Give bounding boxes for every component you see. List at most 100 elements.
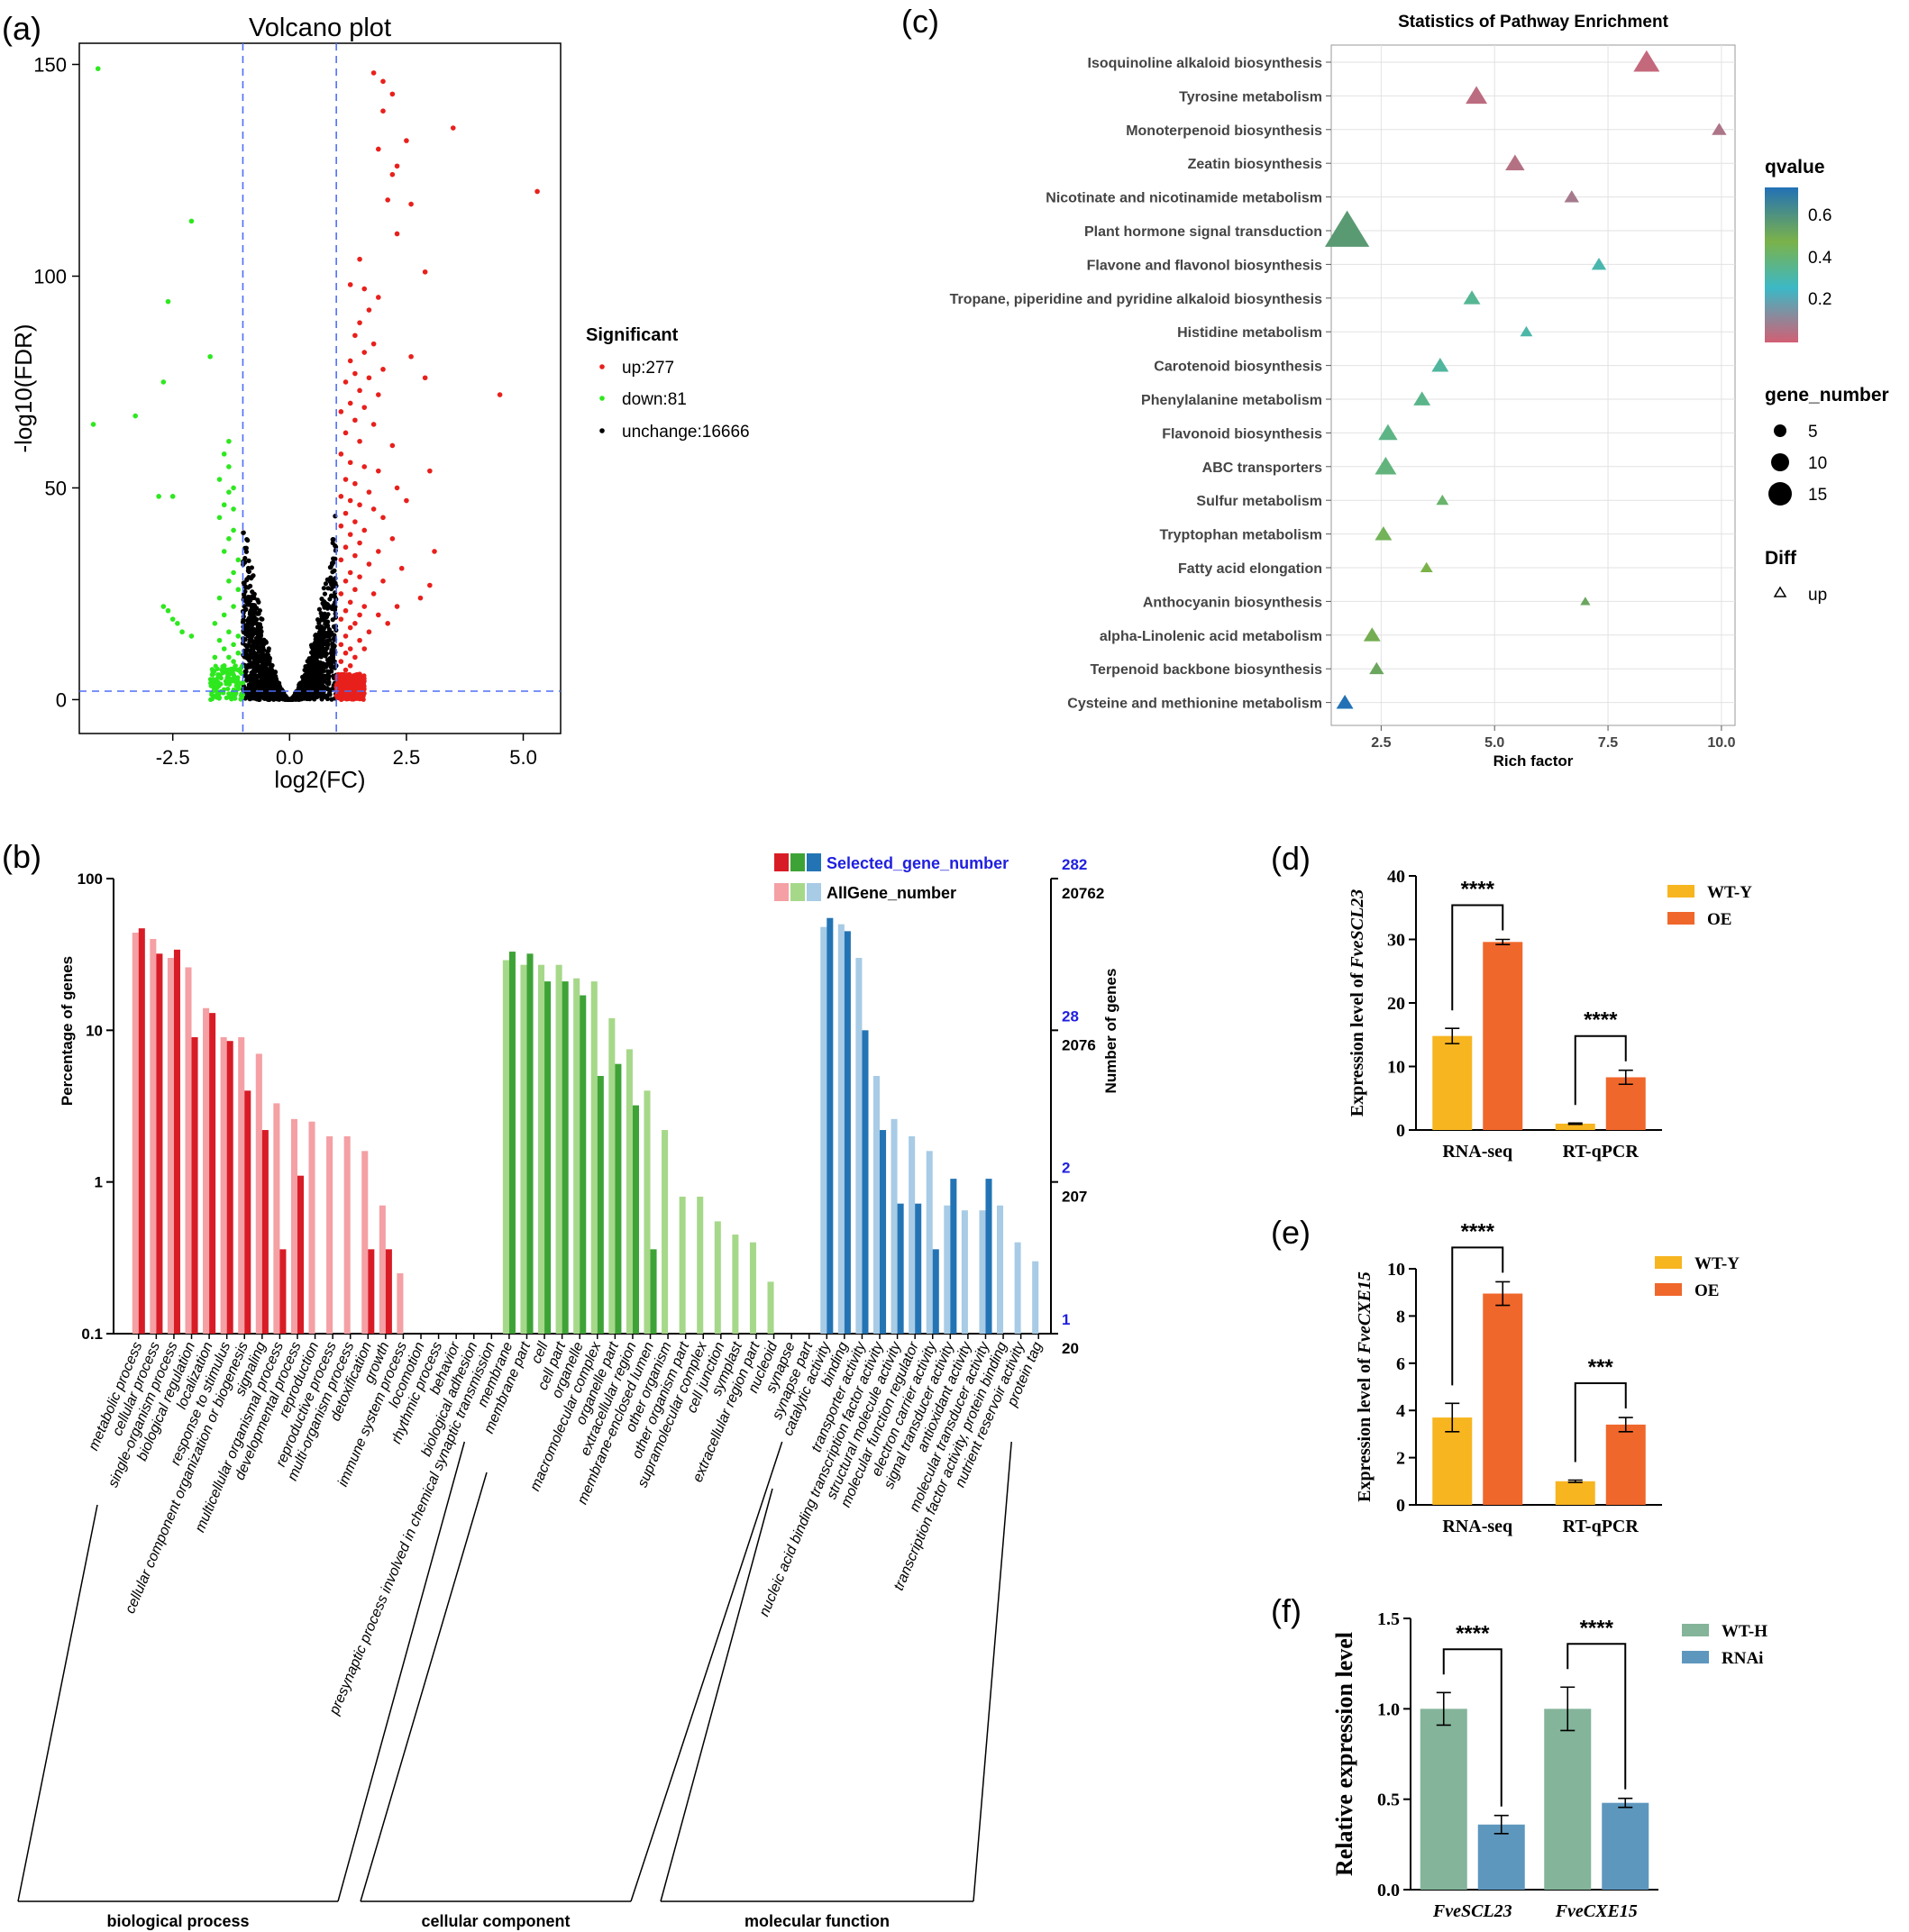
unchange-point — [311, 659, 316, 664]
up-point — [497, 392, 503, 397]
up-point — [376, 549, 381, 554]
kegg-x-label: Rich factor — [1493, 752, 1574, 770]
up-point — [352, 480, 358, 487]
unchange-point — [306, 676, 312, 682]
unchange-point — [332, 633, 337, 638]
legend-down-label: down:81 — [622, 390, 687, 409]
go-all-bar — [644, 1090, 651, 1334]
up-point — [389, 536, 396, 542]
unchange-point — [323, 673, 328, 679]
go-selected-bar — [191, 1037, 198, 1334]
unchange-point — [333, 594, 338, 599]
up-point — [347, 282, 353, 287]
go-all-bar — [608, 1018, 616, 1334]
unchange-point — [250, 595, 256, 600]
go-all-bar — [820, 926, 827, 1334]
kegg-x-tick-label: 10.0 — [1707, 735, 1735, 751]
up-point — [394, 231, 400, 237]
unchange-point — [324, 645, 330, 651]
down-point — [160, 604, 167, 609]
go-selected-bar — [985, 1179, 992, 1334]
up-point — [398, 565, 405, 571]
unchange-point — [312, 683, 317, 688]
significance-bracket — [1566, 1643, 1627, 1790]
panel-a-label: (a) — [2, 10, 41, 47]
qvalue-tick-0.4: 0.4 — [1808, 249, 1832, 268]
up-point — [404, 497, 409, 504]
unchange-point — [262, 696, 268, 701]
bar-category-label: RT-qPCR — [1563, 1142, 1640, 1162]
unchange-point — [256, 611, 261, 616]
down-point — [229, 692, 235, 697]
expression-chart-e: 0 2 4 6 8 10 RNA-seq **** RT-qPCR *** Expression l… — [1355, 1219, 1740, 1536]
up-point — [347, 646, 353, 652]
unchange-point — [271, 697, 277, 702]
down-point — [169, 616, 176, 622]
down-point — [213, 679, 218, 685]
go-group-bracket — [337, 1441, 466, 1902]
go-all-bar — [732, 1235, 739, 1334]
volcano-plot-frame — [78, 42, 562, 734]
up-point — [370, 506, 377, 512]
up-point — [347, 679, 353, 686]
go-classification-chart: Percentage of genes Number of genes Sele… — [17, 853, 1119, 1930]
up-point — [361, 604, 368, 609]
unchange-point — [248, 652, 253, 658]
go-all-bar — [238, 1037, 245, 1334]
up-point — [352, 370, 358, 377]
up-point — [380, 515, 386, 521]
go-all-bar — [891, 1118, 898, 1334]
down-point — [235, 587, 242, 593]
significance-bracket — [1574, 1034, 1627, 1106]
legend-down-marker — [599, 396, 605, 401]
unchange-point — [326, 627, 333, 633]
unchange-point — [318, 610, 324, 616]
bar-y-tick-label: 4 — [1396, 1401, 1405, 1421]
legend-up-marker — [599, 364, 605, 369]
unchange-point — [254, 616, 260, 622]
up-point — [343, 579, 349, 584]
unchange-point — [270, 672, 276, 678]
go-all-bar — [203, 1007, 210, 1334]
up-point — [352, 519, 358, 524]
bar-wt-h — [1420, 1709, 1467, 1890]
go-selected-bar — [827, 917, 834, 1334]
bar-y-label: Relative expression level — [1331, 1632, 1357, 1876]
down-point — [226, 438, 232, 444]
down-point — [231, 642, 236, 648]
go-all-bar — [150, 938, 157, 1334]
unchange-point — [322, 678, 327, 684]
go-all-bar — [961, 1210, 968, 1334]
unchange-point — [330, 560, 335, 566]
up-point — [394, 604, 400, 609]
go-all-bar — [555, 964, 562, 1334]
go-all-bar — [290, 1118, 297, 1334]
go-all-bar — [343, 1135, 351, 1334]
unchange-point — [256, 599, 261, 605]
unchange-point — [315, 649, 320, 654]
up-point — [343, 430, 349, 436]
bar-legend-label: WT-H — [1722, 1622, 1767, 1641]
down-point — [231, 604, 236, 609]
unchange-point — [288, 697, 294, 702]
unchange-point — [255, 673, 260, 679]
up-point — [361, 673, 367, 679]
down-point — [225, 686, 231, 692]
kegg-pathway-label: Monoterpenoid biosynthesis — [1126, 123, 1322, 139]
go-group-bracket — [973, 1441, 1012, 1902]
unchange-point — [248, 690, 253, 696]
unchange-point — [333, 543, 338, 549]
up-point — [404, 138, 409, 143]
unchange-point — [241, 617, 246, 623]
down-point — [208, 681, 214, 687]
kegg-pathway-label: Anthocyanin biosynthesis — [1143, 595, 1322, 610]
go-selected-bar — [508, 952, 516, 1334]
go-legend-sel-swatch-red — [774, 853, 789, 871]
bar-y-label-prefix: Expression level of — [1347, 969, 1367, 1117]
down-point — [165, 298, 171, 305]
up-point — [343, 510, 349, 516]
go-selected-bar — [650, 1249, 657, 1334]
unchange-point — [322, 611, 327, 616]
up-point — [347, 624, 353, 631]
down-point — [221, 451, 227, 457]
